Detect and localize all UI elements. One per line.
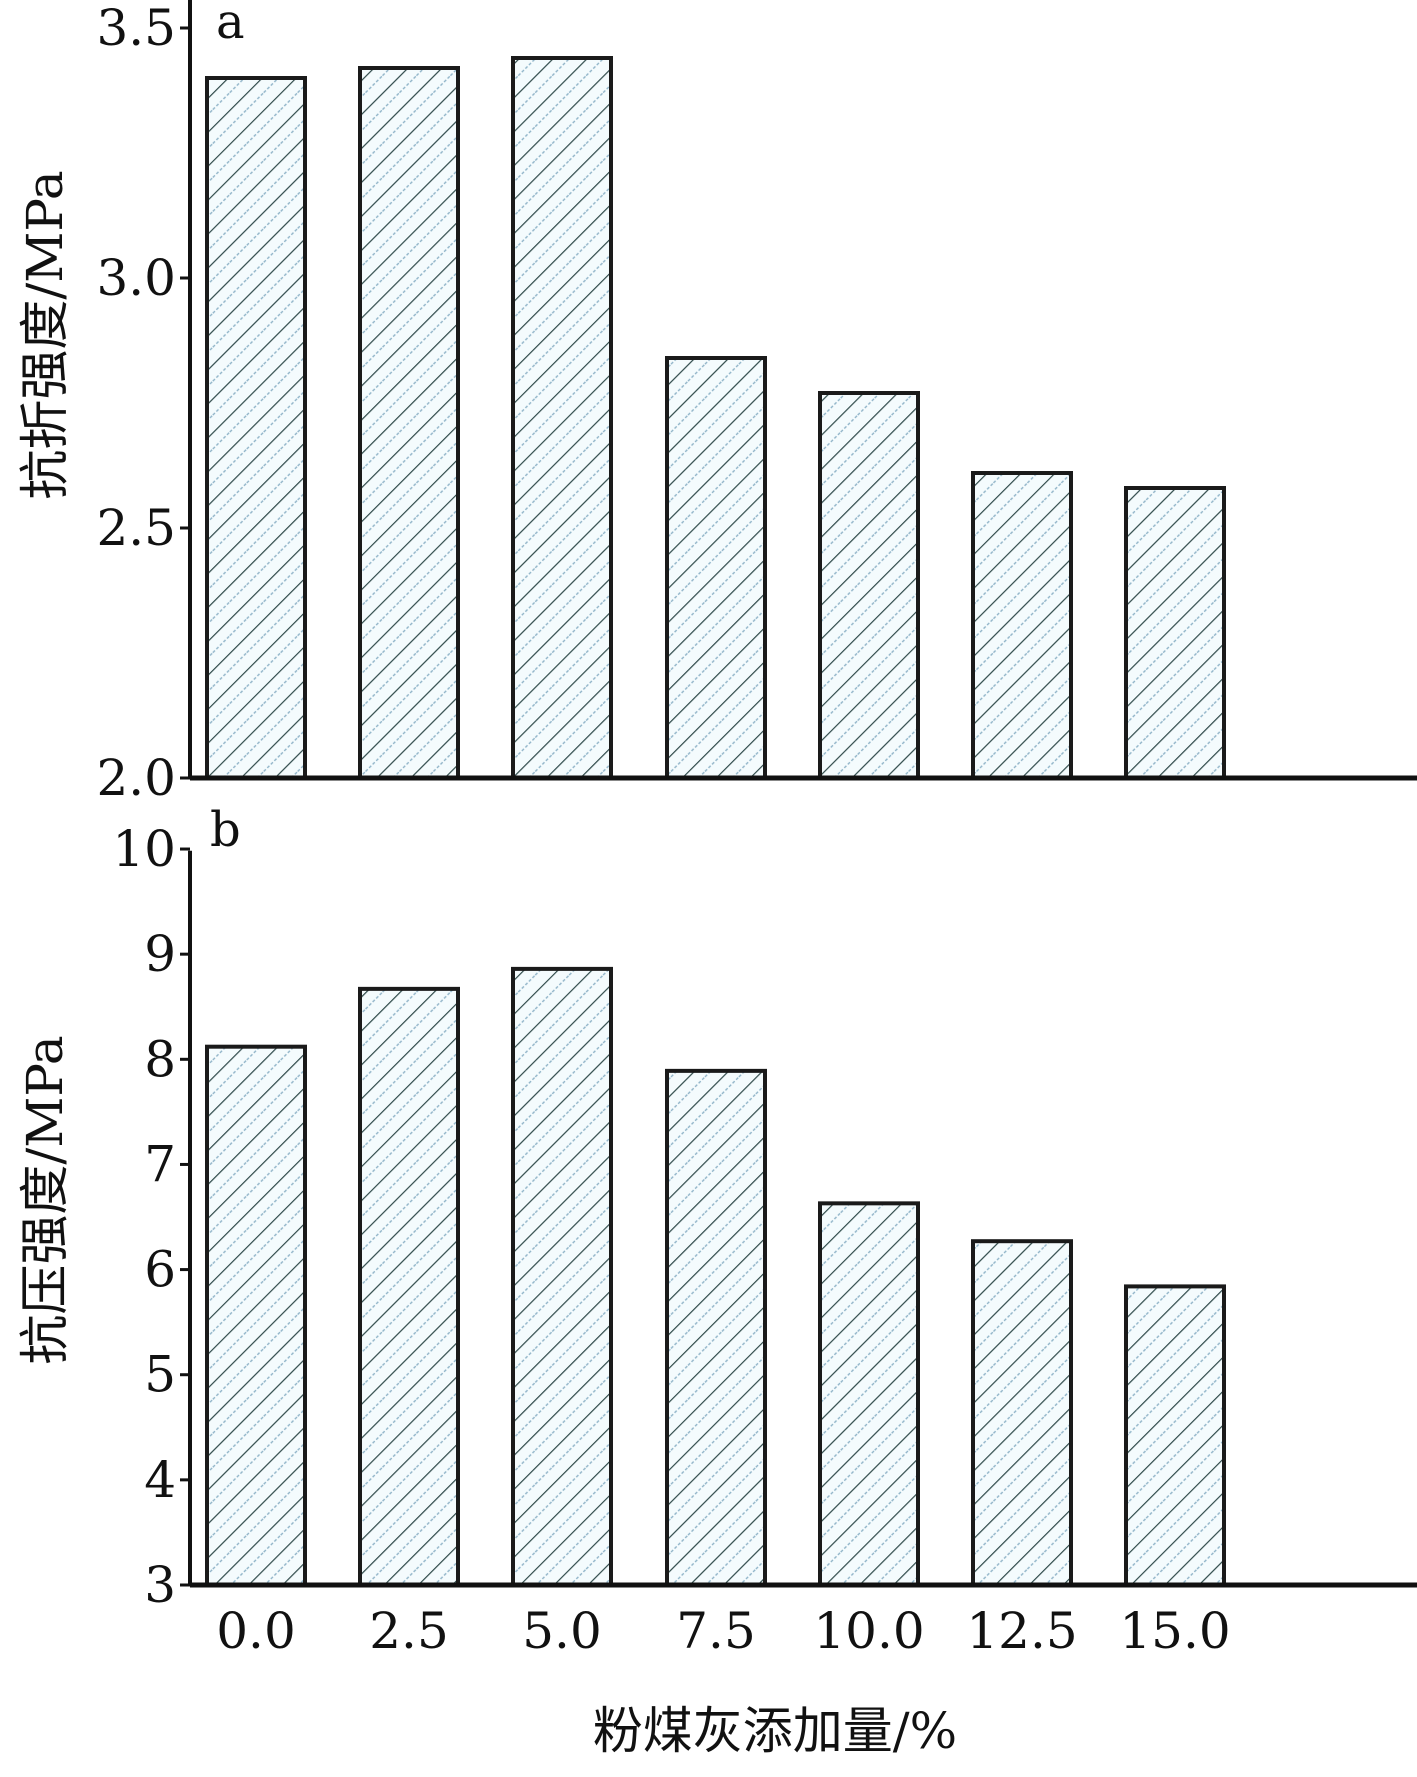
panel-a: 2.0 2.5 3.0 3.5 a 抗折强度/MPa xyxy=(16,0,1417,807)
panel-b-y-axis-title: 抗压强度/MPa xyxy=(16,1035,74,1364)
x-tick-label: 2.5 xyxy=(369,1602,449,1660)
panel-b-y-tick-label: 7 xyxy=(144,1135,176,1193)
panel-a-bar-7.5 xyxy=(665,356,767,780)
panel-b-y-tick-label: 8 xyxy=(144,1030,176,1088)
panel-b-y-tick-label: 4 xyxy=(144,1451,176,1509)
x-tick-labels: 0.0 2.5 5.0 7.5 10.0 12.5 15.0 xyxy=(216,1602,1230,1660)
x-axis-title: 粉煤灰添加量/% xyxy=(593,1702,957,1760)
x-tick-label: 12.5 xyxy=(966,1602,1077,1660)
panel-a-y-axis-title: 抗折强度/MPa xyxy=(16,170,74,499)
panel-b-y-tick-label: 5 xyxy=(144,1346,176,1404)
panel-a-y-tick-label: 3.0 xyxy=(96,249,176,307)
panel-b-y-tick-label: 9 xyxy=(144,925,176,983)
panel-a-bar-5.0 xyxy=(511,56,613,780)
panel-b-bars xyxy=(205,966,1226,1587)
panel-a-bars xyxy=(205,56,1226,780)
panel-b-y-tick-label: 10 xyxy=(112,820,176,878)
panel-b-bar-15.0 xyxy=(1124,1284,1226,1587)
panel-b-label: b xyxy=(210,802,241,858)
panel-b-bar-2.5 xyxy=(358,986,460,1587)
panel-b-bar-7.5 xyxy=(665,1068,767,1587)
panel-b-y-tick-label: 3 xyxy=(144,1556,176,1614)
panel-a-label: a xyxy=(216,0,245,50)
panel-a-bar-2.5 xyxy=(358,66,460,780)
panel-a-y-tick-label: 2.5 xyxy=(96,499,176,557)
panel-a-bar-10.0 xyxy=(818,391,920,780)
panel-b-bar-0.0 xyxy=(205,1044,307,1587)
panel-b: 3 4 5 6 7 8 9 10 b 抗压强度/MPa 0.0 2.5 5.0 7.5 10.0 12.… xyxy=(16,802,1417,1760)
panel-b-bar-5.0 xyxy=(511,966,613,1587)
panel-a-y-tick-label: 2.0 xyxy=(96,749,176,807)
x-tick-label: 0.0 xyxy=(216,1602,296,1660)
panel-b-bar-10.0 xyxy=(818,1201,920,1587)
panel-a-y-tick-label: 3.5 xyxy=(96,0,176,57)
panel-a-y-ticks: 2.0 2.5 3.0 3.5 xyxy=(96,0,190,807)
x-tick-label: 5.0 xyxy=(522,1602,602,1660)
panel-b-y-ticks: 3 4 5 6 7 8 9 10 xyxy=(112,820,190,1614)
x-tick-label: 7.5 xyxy=(676,1602,756,1660)
x-tick-label: 15.0 xyxy=(1119,1602,1230,1660)
panel-a-bar-0.0 xyxy=(205,76,307,780)
panel-a-bar-12.5 xyxy=(971,471,1073,780)
panel-b-y-tick-label: 6 xyxy=(144,1241,176,1299)
panel-b-bar-12.5 xyxy=(971,1239,1073,1587)
panel-a-bar-15.0 xyxy=(1124,486,1226,780)
x-tick-label: 10.0 xyxy=(813,1602,924,1660)
